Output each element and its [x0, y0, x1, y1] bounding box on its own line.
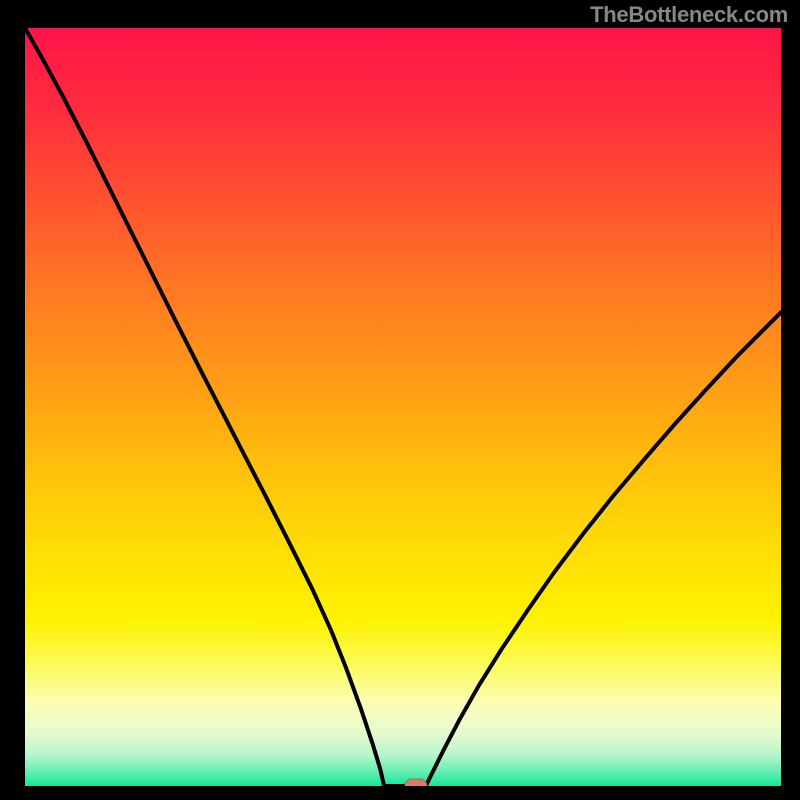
bottleneck-chart [0, 0, 800, 800]
optimum-marker [405, 779, 427, 793]
plot-background [25, 28, 781, 786]
watermark-label: TheBottleneck.com [590, 2, 788, 28]
chart-stage: TheBottleneck.com [0, 0, 800, 800]
